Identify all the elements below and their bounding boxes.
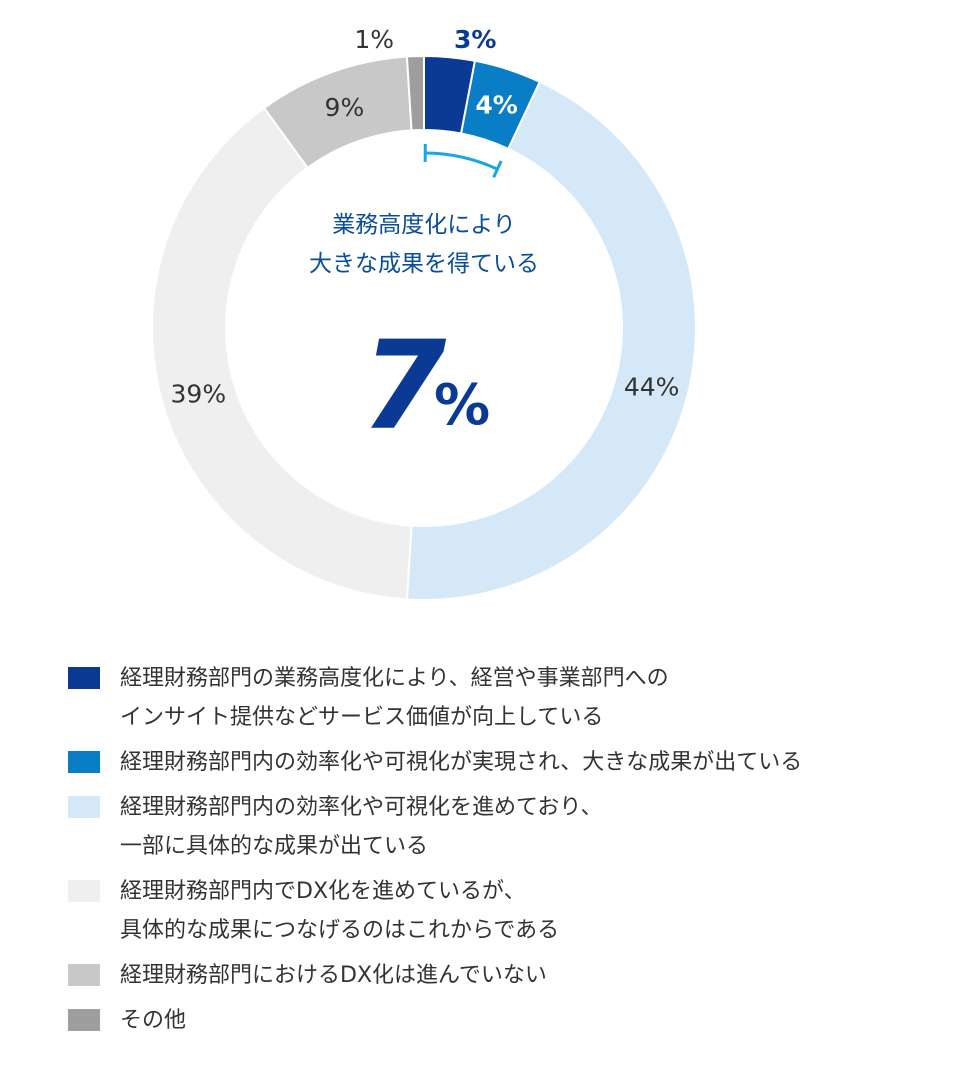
- slices-layer: [151, 54, 697, 601]
- label-dx-in-progress: 39%: [171, 380, 227, 409]
- legend-item-dx-in-progress: 経理財務部門内でDX化を進めているが、具体的な成果につなげるのはこれからである: [68, 872, 968, 950]
- donut-chart: 3% 4% 44% 39% 9% 1% 業務高度化により 大きな成果を得ている 7 %: [151, 25, 697, 601]
- legend-swatch-dx-not-started: [68, 964, 100, 986]
- legend-item-insight: 経理財務部門の業務高度化により、経営や事業部門への インサイト提供などサービス価値…: [68, 659, 968, 737]
- legend-label: インサイト提供などサービス価値が向上している: [120, 705, 604, 730]
- legend: 経理財務部門の業務高度化により、経営や事業部門への インサイト提供などサービス価値…: [68, 659, 968, 1046]
- bracket-cap-end: [492, 160, 503, 178]
- center-caption-line1: 業務高度化により: [332, 212, 516, 238]
- legend-label: 経理財務部門内の効率化や可視化を進めており、: [120, 795, 603, 820]
- legend-label: 経理財務部門内の効率化や可視化が実現され、大きな成果が出ている: [120, 750, 803, 775]
- legend-swatch-other: [68, 1009, 100, 1031]
- legend-item-efficiency-achieved: 経理財務部門内の効率化や可視化が実現され、大きな成果が出ている: [68, 743, 968, 782]
- center-value-unit: %: [434, 373, 490, 438]
- legend-label: 具体的な成果につなげるのはこれからである: [120, 918, 560, 943]
- legend-label: 経理財務部門の業務高度化により、経営や事業部門への: [120, 666, 669, 691]
- label-efficiency-achieved: 4%: [475, 91, 517, 120]
- label-other: 1%: [354, 25, 394, 54]
- legend-label: 経理財務部門内でDX化を進めているが、: [120, 879, 526, 904]
- center-value: 7: [362, 315, 447, 457]
- legend-item-efficiency-partial: 経理財務部門内の効率化や可視化を進めており、 一部に具体的な成果が出ている: [68, 788, 968, 866]
- legend-swatch-efficiency-achieved: [68, 751, 100, 773]
- legend-label: 経理財務部門におけるDX化は進んでいない: [120, 963, 547, 988]
- slice-dx-in-progress: [151, 106, 413, 601]
- center-caption-line2: 大きな成果を得ている: [309, 251, 539, 277]
- label-insight: 3%: [454, 25, 496, 54]
- legend-item-dx-not-started: 経理財務部門におけるDX化は進んでいない: [68, 956, 968, 995]
- label-dx-not-started: 9%: [325, 93, 365, 122]
- legend-label: その他: [120, 1008, 187, 1033]
- bracket-arc: [425, 151, 499, 171]
- slice-efficiency-partial: [405, 80, 697, 601]
- legend-swatch-dx-in-progress: [68, 880, 100, 902]
- legend-item-other: その他: [68, 1001, 968, 1040]
- legend-swatch-efficiency-partial: [68, 796, 100, 818]
- label-efficiency-partial: 44%: [624, 372, 680, 401]
- slice-labels: 3% 4% 44% 39% 9% 1%: [171, 25, 680, 409]
- legend-label: 一部に具体的な成果が出ている: [120, 834, 429, 859]
- slice-other: [405, 54, 425, 132]
- legend-swatch-insight: [68, 667, 100, 689]
- highlight-bracket: [423, 143, 503, 178]
